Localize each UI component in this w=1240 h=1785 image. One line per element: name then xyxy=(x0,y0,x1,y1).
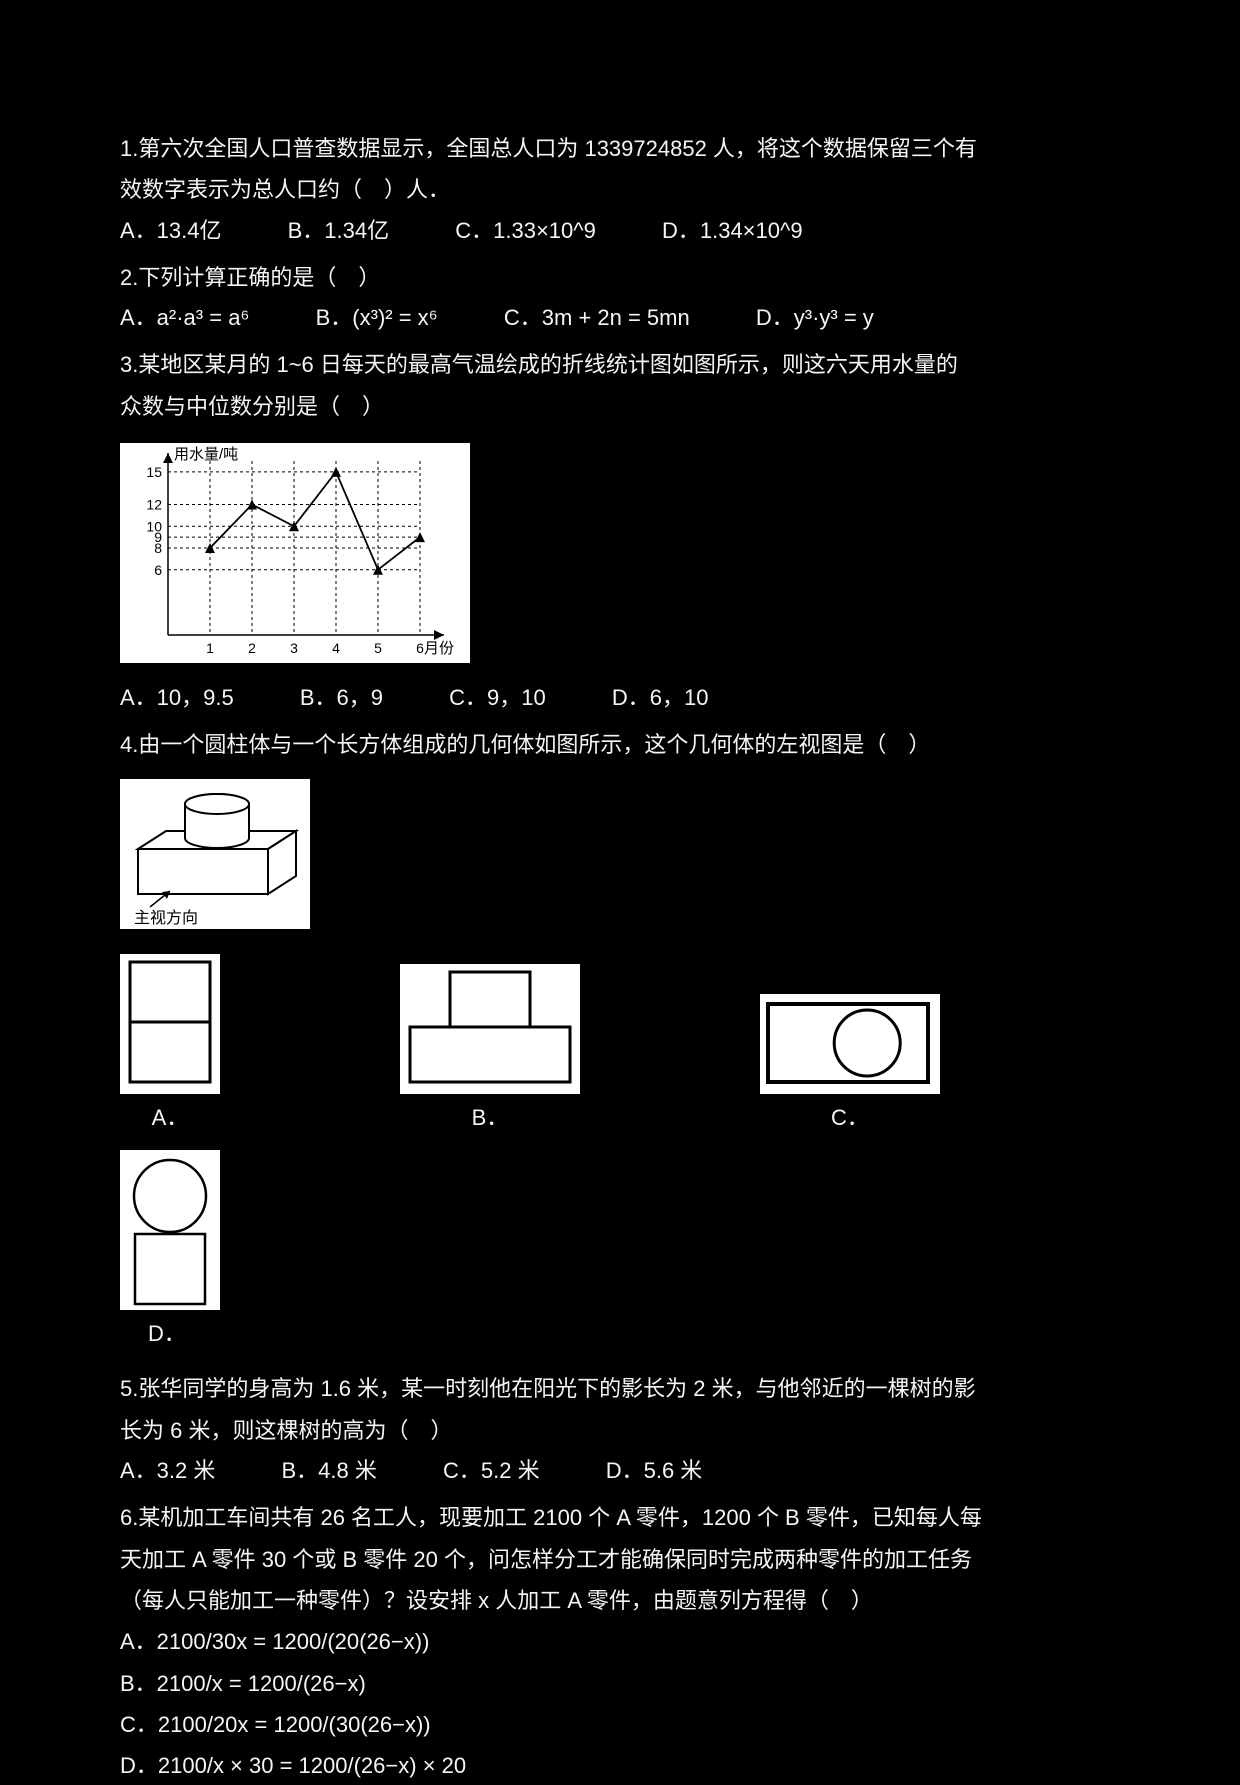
q6-opt-c: C．2100/20x = 1200/(30(26−x)) xyxy=(120,1706,1120,1743)
svg-text:2: 2 xyxy=(248,640,256,656)
q4-line: 4.由一个圆柱体与一个长方体组成的几何体如图所示，这个几何体的左视图是（ ） xyxy=(120,726,1120,763)
q4-opt-c-label: C． xyxy=(760,1100,940,1132)
q4-block: 4.由一个圆柱体与一个长方体组成的几何体如图所示，这个几何体的左视图是（ ） xyxy=(120,726,1120,763)
q6-opt-a: A．2100/30x = 1200/(20(26−x)) xyxy=(120,1623,1120,1660)
q4-opt-b-col: B． xyxy=(400,964,580,1132)
solid-card: 主视方向 xyxy=(120,779,310,929)
q4-options-row: A． B． C． xyxy=(120,954,1240,1132)
q1-options: A．13.4亿 B．1.34亿 C．1.33×10^9 D．1.34×10^9 xyxy=(120,213,1120,245)
q1-opt-a: A．13.4亿 xyxy=(120,218,222,243)
svg-text:月份: 月份 xyxy=(424,640,454,657)
q3-opt-d: D．6，10 xyxy=(612,685,709,710)
svg-text:15: 15 xyxy=(146,464,162,480)
solid-3d: 主视方向 xyxy=(120,779,310,929)
q3-line-1: 3.某地区某月的 1~6 日每天的最高气温绘成的折线统计图如图所示，则这六天用水… xyxy=(120,346,1120,383)
q5-opt-c: C．5.2 米 xyxy=(443,1458,540,1483)
q6-line-1: 6.某机加工车间共有 26 名工人，现要加工 2100 个 A 零件，1200 … xyxy=(120,1499,1120,1536)
q4-opt-a-col: A． xyxy=(120,954,220,1132)
q6-line-3: （每人只能加工一种零件）？设安排 x 人加工 A 零件，由题意列方程得（ ） xyxy=(120,1582,1120,1619)
q1-line-1: 1.第六次全国人口普查数据显示，全国总人口为 1339724852 人，将这个数… xyxy=(120,130,1120,167)
q5-opt-a: A．3.2 米 xyxy=(120,1458,215,1483)
svg-text:用水量/吨: 用水量/吨 xyxy=(174,446,238,463)
svg-text:1: 1 xyxy=(206,640,214,656)
svg-text:3: 3 xyxy=(290,640,298,656)
q1-opt-c: C．1.33×10^9 xyxy=(455,218,596,243)
q2-line: 2.下列计算正确的是（ ） xyxy=(120,259,1120,296)
svg-text:6: 6 xyxy=(416,640,424,656)
q6-opt-b: B．2100/x = 1200/(26−x) xyxy=(120,1665,1120,1702)
water-chart-card: 689101215123456用水量/吨月份 xyxy=(120,443,470,663)
q6-options: A．2100/30x = 1200/(20(26−x)) B．2100/x = … xyxy=(120,1623,1120,1785)
q3-opt-c: C．9，10 xyxy=(449,685,546,710)
q4-opt-d-col: D． xyxy=(120,1150,1240,1348)
q3-opt-a: A．10，9.5 xyxy=(120,685,234,710)
q5-opt-d: D．5.6 米 xyxy=(606,1458,703,1483)
q3-line-2: 众数与中位数分别是（ ） xyxy=(120,388,1120,425)
svg-text:主视方向: 主视方向 xyxy=(134,909,198,927)
q5-line-2: 长为 6 米，则这棵树的高为（ ） xyxy=(120,1412,1120,1449)
q5-block: 5.张华同学的身高为 1.6 米，某一时刻他在阳光下的影长为 2 米，与他邻近的… xyxy=(120,1370,1120,1449)
q1-opt-d: D．1.34×10^9 xyxy=(662,218,803,243)
svg-text:12: 12 xyxy=(146,496,162,512)
q6-opt-d: D．2100/x × 30 = 1200/(26−x) × 20 xyxy=(120,1747,1120,1784)
q6-line-2: 天加工 A 零件 30 个或 B 零件 20 个，问怎样分工才能确保同时完成两种… xyxy=(120,1541,1120,1578)
q2-opt-b: B．(x³)² = x⁶ xyxy=(316,305,438,330)
q1-line-2: 效数字表示为总人口约（ ）人． xyxy=(120,171,1120,208)
q6-block: 6.某机加工车间共有 26 名工人，现要加工 2100 个 A 零件，1200 … xyxy=(120,1499,1120,1619)
q5-options: A．3.2 米 B．4.8 米 C．5.2 米 D．5.6 米 xyxy=(120,1453,1120,1485)
q3-options: A．10，9.5 B．6，9 C．9，10 D．6，10 xyxy=(120,680,1120,712)
svg-text:4: 4 xyxy=(332,640,340,656)
view-d-icon xyxy=(120,1150,220,1310)
q1-block: 1.第六次全国人口普查数据显示，全国总人口为 1339724852 人，将这个数… xyxy=(120,0,1120,209)
q1-opt-b: B．1.34亿 xyxy=(288,218,390,243)
q5-line-1: 5.张华同学的身高为 1.6 米，某一时刻他在阳光下的影长为 2 米，与他邻近的… xyxy=(120,1370,1120,1407)
q3-block: 3.某地区某月的 1~6 日每天的最高气温绘成的折线统计图如图所示，则这六天用水… xyxy=(120,346,1120,425)
water-chart: 689101215123456用水量/吨月份 xyxy=(120,443,470,663)
q2-options: A．a²·a³ = a⁶ B．(x³)² = x⁶ C．3m + 2n = 5m… xyxy=(120,300,1120,332)
view-a-icon xyxy=(120,954,220,1094)
q5-opt-b: B．4.8 米 xyxy=(282,1458,377,1483)
view-c-icon xyxy=(760,994,940,1094)
q2-opt-c: C．3m + 2n = 5mn xyxy=(504,305,690,330)
q2-opt-d: D．y³·y³ = y xyxy=(756,305,874,330)
q2-opt-a: A．a²·a³ = a⁶ xyxy=(120,305,250,330)
svg-text:5: 5 xyxy=(374,640,382,656)
view-b-icon xyxy=(400,964,580,1094)
q4-opt-d-label: D． xyxy=(148,1316,1240,1348)
q4-opt-b-label: B． xyxy=(400,1100,580,1132)
q4-opt-a-label: A． xyxy=(120,1100,220,1132)
svg-text:10: 10 xyxy=(146,518,162,534)
svg-text:6: 6 xyxy=(154,562,162,578)
q4-opt-c-col: C． xyxy=(760,994,940,1132)
q3-opt-b: B．6，9 xyxy=(300,685,383,710)
q2-block: 2.下列计算正确的是（ ） xyxy=(120,259,1120,296)
